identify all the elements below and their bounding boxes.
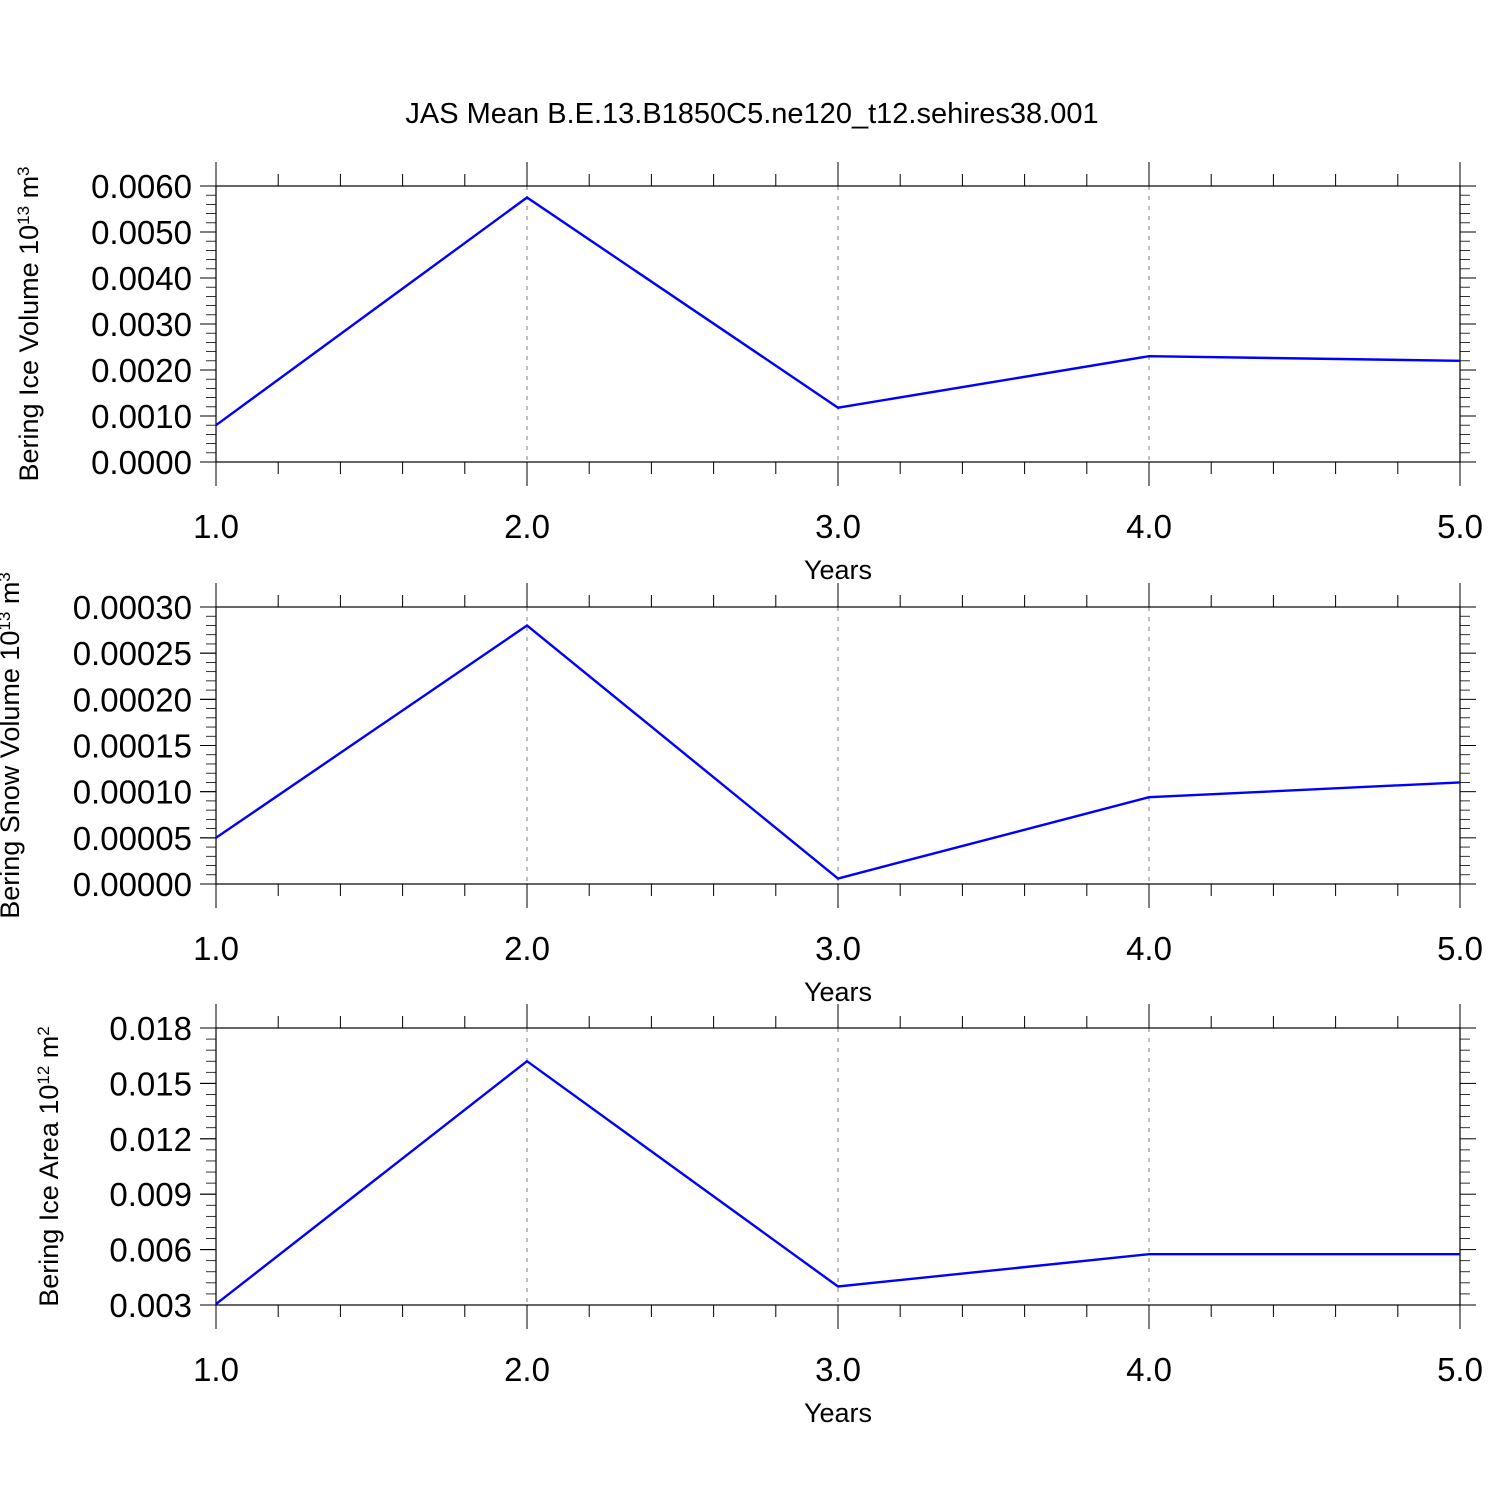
x-tick-label: 5.0 [1437, 1351, 1483, 1388]
y-tick-label: 0.00030 [73, 589, 192, 626]
y-axis-title: Bering Ice Area 1012 m2 [34, 1026, 65, 1307]
x-tick-label: 2.0 [504, 508, 550, 545]
chart-panel-3: 1.0 2.0 3.0 4.0 5.0 Years 0.003 0.006 0.009 0.012… [34, 1004, 1483, 1428]
y-tick-label: 0.0060 [91, 168, 192, 205]
x-tick-label: 1.0 [193, 930, 239, 967]
y-tick-label: 0.018 [109, 1010, 192, 1047]
x-tick-label: 4.0 [1126, 1351, 1172, 1388]
y-tick-label: 0.015 [109, 1065, 192, 1102]
chart-panel-1: 1.0 2.0 3.0 4.0 5.0 Years 0.0000 0.0010 0.0020 0.… [14, 162, 1483, 585]
x-tick-label: 4.0 [1126, 508, 1172, 545]
x-tick-label: 3.0 [815, 508, 861, 545]
y-tick-label: 0.012 [109, 1121, 192, 1158]
x-tick-label: 2.0 [504, 1351, 550, 1388]
y-tick-label: 0.00010 [73, 774, 192, 811]
y-tick-label: 0.0010 [91, 398, 192, 435]
x-tick-label: 2.0 [504, 930, 550, 967]
x-tick-label: 1.0 [193, 508, 239, 545]
x-tick-label: 3.0 [815, 1351, 861, 1388]
y-tick-label: 0.003 [109, 1287, 192, 1324]
x-axis-title: Years [804, 977, 872, 1007]
x-tick-label: 4.0 [1126, 930, 1172, 967]
y-tick-label: 0.009 [109, 1176, 192, 1213]
series-line [216, 1061, 1460, 1304]
x-tick-label: 5.0 [1437, 508, 1483, 545]
x-tick-label: 3.0 [815, 930, 861, 967]
chart-title: JAS Mean B.E.13.B1850C5.ne120_t12.sehire… [405, 98, 1098, 130]
y-tick-label: 0.00020 [73, 681, 192, 718]
y-tick-label: 0.0020 [91, 352, 192, 389]
y-tick-label: 0.006 [109, 1232, 192, 1269]
y-tick-label: 0.0040 [91, 260, 192, 297]
y-tick-label: 0.0030 [91, 306, 192, 343]
y-axis-title: Bering Snow Volume 1013 m3 [0, 572, 25, 919]
chart-panel-2: 1.0 2.0 3.0 4.0 5.0 Years 0.00000 0.00005 0.0001… [0, 572, 1483, 1007]
x-tick-label: 1.0 [193, 1351, 239, 1388]
y-tick-label: 0.0050 [91, 214, 192, 251]
y-tick-label: 0.00000 [73, 866, 192, 903]
y-axis-title: Bering Ice Volume 1013 m3 [14, 166, 45, 481]
y-tick-label: 0.0000 [91, 444, 192, 481]
series-line [216, 198, 1460, 426]
y-tick-label: 0.00025 [73, 635, 192, 672]
x-axis-title: Years [804, 1398, 872, 1428]
x-axis-title: Years [804, 555, 872, 585]
x-tick-label: 5.0 [1437, 930, 1483, 967]
y-tick-label: 0.00015 [73, 728, 192, 765]
y-tick-label: 0.00005 [73, 820, 192, 857]
